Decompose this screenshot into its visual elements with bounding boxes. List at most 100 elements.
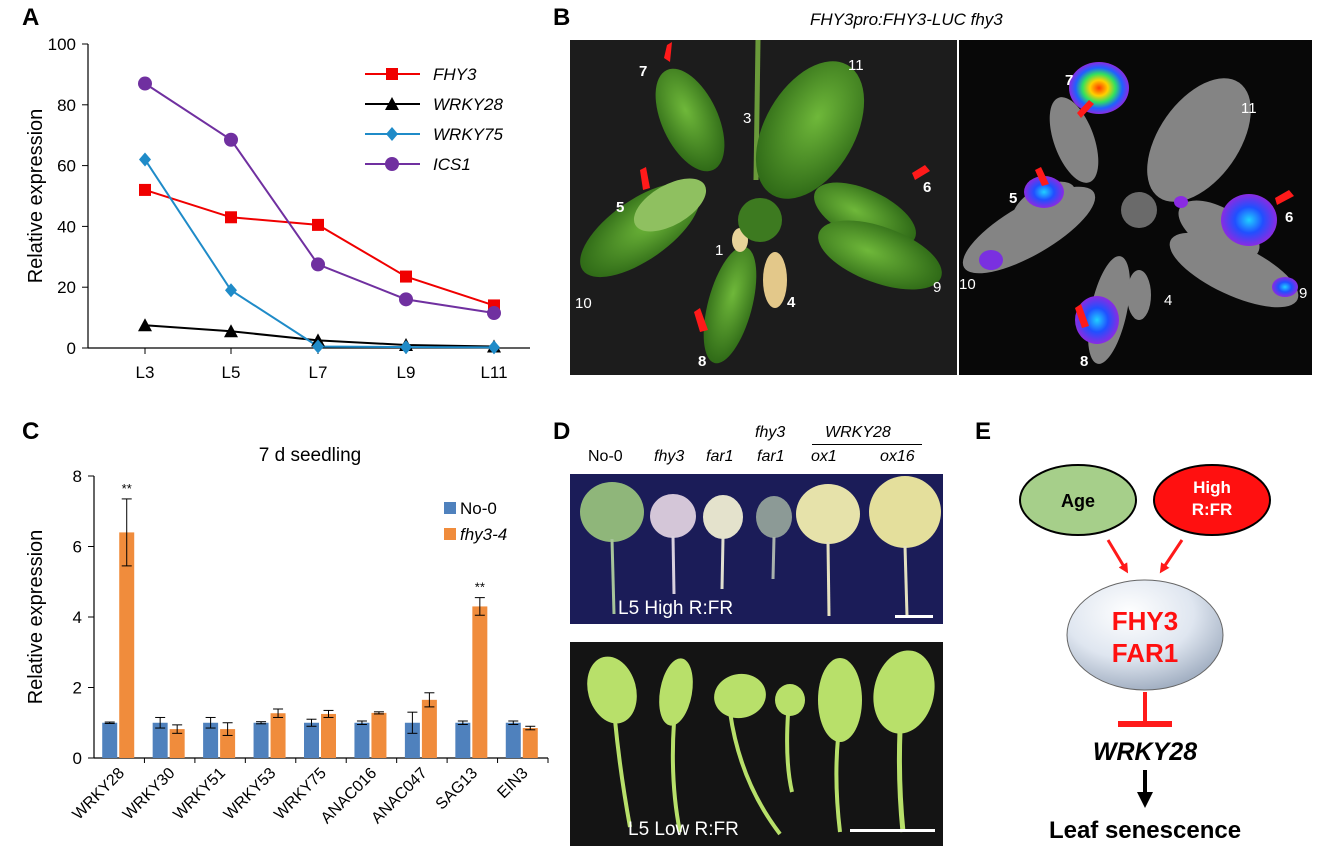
- legend-swatch: [444, 502, 456, 514]
- x-tick-label: L9: [397, 363, 416, 382]
- genotype-label: WRKY28: [825, 424, 891, 441]
- data-point: [225, 211, 237, 224]
- x-tick-label: ANAC047: [368, 765, 430, 827]
- leaf-label: 7: [639, 63, 648, 80]
- y-tick-label: 4: [73, 608, 82, 627]
- data-point: [311, 257, 325, 272]
- bar: [102, 722, 118, 758]
- leaf-label: 8: [1080, 353, 1089, 370]
- panel-letter-a: A: [22, 4, 40, 31]
- high-rfr-node: [1153, 464, 1271, 536]
- leaf-label: 8: [698, 353, 707, 370]
- bar: [522, 728, 538, 758]
- leaf-senescence-label: Leaf senescence: [1049, 817, 1241, 844]
- legend-marker: [385, 97, 399, 110]
- age-arrow: [1106, 539, 1129, 574]
- bar: [404, 722, 420, 758]
- y-tick-label: 100: [48, 35, 76, 54]
- data-point: [224, 324, 238, 338]
- leaf-label: 4: [1164, 292, 1173, 309]
- bar: [354, 722, 370, 758]
- photo-caption: L5 Low R:FR: [628, 819, 739, 840]
- high-rfr-photo: L5 High R:FR: [570, 474, 943, 624]
- leaf-label: 10: [575, 295, 592, 312]
- y-tick-label: 0: [73, 749, 82, 768]
- bar: [203, 722, 219, 758]
- bar: [119, 532, 135, 758]
- leaf-label: 6: [923, 179, 932, 196]
- data-point: [225, 283, 237, 298]
- leaf-label: 10: [959, 276, 976, 293]
- y-tick-label: 0: [67, 339, 76, 358]
- genotype-group-line: [812, 444, 922, 445]
- panel-letter-e: E: [975, 418, 992, 445]
- data-point: [400, 270, 412, 283]
- x-tick-label: SAG13: [433, 765, 482, 814]
- age-node: [1019, 464, 1137, 536]
- panel-letter-d: D: [553, 418, 571, 445]
- legend-label: WRKY28: [433, 95, 503, 114]
- legend-label: FHY3: [433, 65, 477, 84]
- panel-b-title: FHY3pro:FHY3-LUC fhy3: [810, 10, 1003, 29]
- x-tick-label: WRKY53: [221, 765, 280, 824]
- leaf-label: 4: [787, 294, 796, 311]
- legend-label: ICS1: [433, 155, 471, 174]
- genotype-label: far1: [757, 448, 785, 465]
- series-line-fhy3: [144, 188, 495, 307]
- data-point: [400, 340, 412, 355]
- genotype-label: far1: [706, 448, 734, 465]
- data-point: [224, 132, 238, 147]
- leaf-label: 5: [616, 199, 625, 216]
- bar: [455, 722, 471, 758]
- leaf-label: 9: [933, 279, 942, 296]
- y-tick-label: 60: [57, 157, 76, 176]
- legend-label: No-0: [460, 499, 497, 518]
- data-point: [399, 292, 413, 307]
- panel-letter-b: B: [553, 4, 571, 31]
- x-tick-label: WRKY51: [170, 765, 229, 824]
- data-point: [488, 340, 500, 355]
- bar: [505, 722, 521, 758]
- y-tick-label: 6: [73, 538, 82, 557]
- data-point: [138, 318, 152, 332]
- chart-title: 7 d seedling: [259, 445, 361, 466]
- x-tick-label: EIN3: [494, 765, 531, 802]
- rfr-arrow: [1159, 539, 1184, 574]
- y-axis-label: Relative expression: [25, 109, 47, 284]
- scale-bar: [895, 615, 933, 618]
- leaf-label: 11: [1241, 100, 1257, 117]
- y-axis-label: Relative expression: [25, 530, 47, 705]
- bar: [304, 722, 319, 758]
- luciferase-illustration: [959, 40, 1312, 375]
- leaf-label: 1: [715, 242, 724, 259]
- rosette-illustration: [570, 40, 957, 375]
- data-point: [312, 218, 324, 231]
- panel-letter-c: C: [22, 418, 40, 445]
- genotype-label: ox16: [880, 448, 915, 465]
- y-tick-label: 80: [57, 96, 76, 115]
- luciferase-photo: 7 11 5 6 10 4 9 8: [959, 40, 1312, 375]
- low-rfr-leaves: [570, 642, 943, 846]
- data-point: [138, 76, 152, 91]
- bar: [253, 722, 269, 758]
- fhy3-far1-node: [1066, 579, 1224, 691]
- panel-a-line-chart: 0 20 40 60 80 100 L3 L5 L7 L9 L11 Relative expressi…: [25, 35, 530, 382]
- data-point: [487, 306, 501, 321]
- leaf-label: 3: [743, 110, 752, 127]
- legend-marker: [386, 68, 398, 80]
- bar: [169, 729, 185, 758]
- x-tick-label: L7: [309, 363, 328, 382]
- rosette-photo: 7 11 3 5 6 1 10 4 9 8: [570, 40, 957, 375]
- bar: [371, 712, 387, 758]
- legend-label: WRKY75: [433, 125, 503, 144]
- bar: [270, 713, 286, 758]
- x-tick-label: WRKY28: [70, 765, 129, 824]
- high-rfr-label-1: High: [1193, 478, 1231, 497]
- wrky28-label: WRKY28: [1093, 738, 1197, 766]
- bar: [152, 722, 168, 758]
- far1-label: FAR1: [1112, 638, 1178, 668]
- leaf-label: 5: [1009, 190, 1018, 207]
- panel-c-bar-chart: 0 2 4 6 8 Relative expression 7 d seedling WRKY…: [25, 445, 549, 827]
- age-label: Age: [1061, 491, 1095, 511]
- legend-marker: [385, 157, 399, 171]
